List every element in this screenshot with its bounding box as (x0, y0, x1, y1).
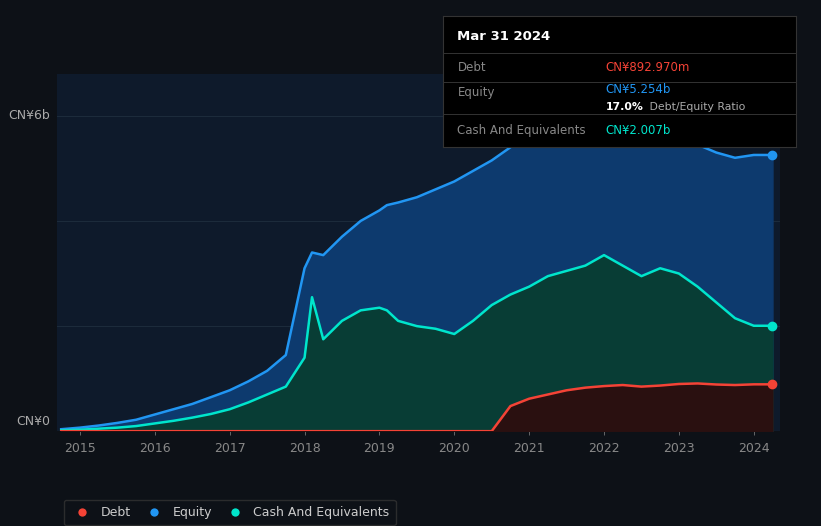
Text: Debt/Equity Ratio: Debt/Equity Ratio (646, 102, 745, 112)
Text: Debt: Debt (457, 60, 486, 74)
Text: CN¥5.254b: CN¥5.254b (606, 83, 671, 96)
Legend: Debt, Equity, Cash And Equivalents: Debt, Equity, Cash And Equivalents (64, 500, 396, 525)
Text: CN¥6b: CN¥6b (8, 109, 50, 122)
Text: CN¥0: CN¥0 (16, 414, 50, 428)
Text: Equity: Equity (457, 86, 495, 98)
Text: Cash And Equivalents: Cash And Equivalents (457, 124, 586, 137)
Text: CN¥892.970m: CN¥892.970m (606, 60, 690, 74)
Text: CN¥2.007b: CN¥2.007b (606, 124, 671, 137)
Text: Mar 31 2024: Mar 31 2024 (457, 31, 551, 43)
Text: 17.0%: 17.0% (606, 102, 644, 112)
